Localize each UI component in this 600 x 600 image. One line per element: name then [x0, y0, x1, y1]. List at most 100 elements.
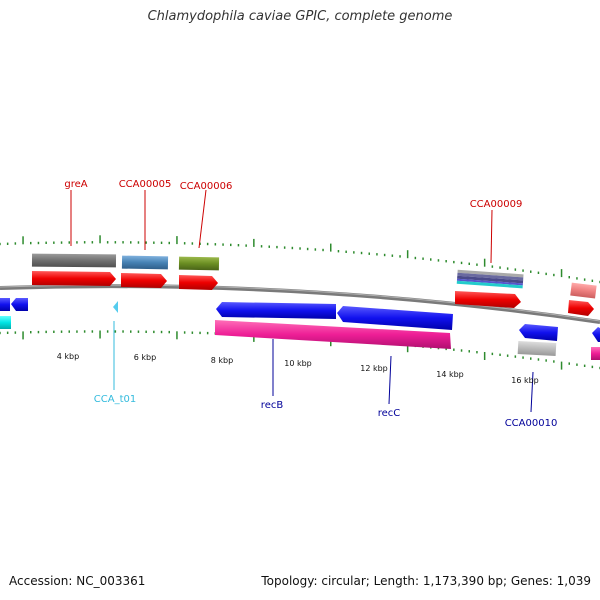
- scale-label-6kbp: 6 kbp: [134, 353, 156, 362]
- tick-major: [99, 235, 101, 244]
- label-recC[interactable]: recC: [378, 408, 401, 419]
- feature-left-blue-arrow-1[interactable]: [0, 298, 10, 311]
- tick-minor: [506, 354, 509, 357]
- tick-major: [406, 344, 409, 353]
- tick-major: [253, 333, 255, 342]
- label-CCA_t01[interactable]: CCA_t01: [94, 394, 136, 405]
- feature-CCA00005-arrow[interactable]: [121, 273, 167, 288]
- tick-minor: [314, 248, 317, 251]
- feature-greA-box[interactable]: [31, 253, 117, 268]
- tick-minor: [130, 241, 132, 244]
- tick-minor: [499, 353, 501, 356]
- tick-minor: [545, 272, 547, 276]
- tick-minor: [491, 265, 494, 268]
- tick-minor: [130, 330, 132, 333]
- feature-recB-arrow[interactable]: [216, 302, 336, 319]
- feature-right-blue-arrow[interactable]: [592, 327, 600, 342]
- label-CCA00009[interactable]: CCA00009: [470, 199, 523, 210]
- tick-minor: [530, 357, 532, 360]
- tick-minor: [476, 263, 478, 266]
- tick-minor: [445, 347, 447, 351]
- tick-minor: [45, 241, 47, 244]
- label-recB[interactable]: recB: [261, 400, 284, 411]
- tick-minor: [460, 261, 463, 265]
- tick-minor: [76, 330, 78, 333]
- tick-minor: [106, 241, 109, 244]
- tick-minor: [183, 331, 186, 334]
- tick-minor: [114, 241, 117, 244]
- tick-minor: [430, 258, 432, 261]
- tick-minor: [437, 259, 440, 262]
- tick-minor: [283, 246, 286, 249]
- tick-minor: [60, 330, 63, 333]
- label-greA[interactable]: greA: [64, 179, 87, 190]
- tick-minor: [530, 270, 532, 273]
- feature-recC-arrow[interactable]: [337, 306, 453, 330]
- tick-minor: [476, 351, 478, 354]
- tick-minor: [506, 267, 509, 270]
- tick-minor: [583, 364, 586, 367]
- feature-CCA00005-box[interactable]: [121, 255, 169, 270]
- label-CCA00010[interactable]: CCA00010: [505, 418, 558, 429]
- tick-minor: [168, 241, 170, 245]
- feature-CCA00010-box[interactable]: [517, 341, 557, 356]
- tick-major: [560, 361, 563, 370]
- tick-minor: [37, 330, 40, 334]
- feature-CCA00009-arrow[interactable]: [455, 291, 521, 308]
- tick-minor: [383, 253, 386, 257]
- tick-minor: [537, 358, 540, 361]
- feature-greA-arrow[interactable]: [32, 271, 116, 286]
- feature-CCA00010-arrow[interactable]: [519, 324, 558, 341]
- label-CCA00006[interactable]: CCA00006: [180, 181, 233, 192]
- tick-row-top: [0, 235, 600, 284]
- tick-minor: [53, 330, 55, 333]
- tick-minor: [68, 330, 70, 333]
- tick-minor: [145, 330, 147, 333]
- tick-minor: [368, 252, 370, 255]
- tick-major: [176, 331, 178, 340]
- tick-minor: [453, 348, 455, 351]
- tick-minor: [6, 331, 9, 334]
- tick-minor: [106, 330, 109, 333]
- tick-major: [22, 331, 24, 340]
- tick-minor: [199, 242, 201, 245]
- tick-minor: [160, 241, 163, 244]
- tick-minor: [91, 330, 94, 333]
- tick-minor: [276, 245, 278, 249]
- tick-minor: [591, 365, 594, 369]
- tick-minor: [514, 268, 517, 271]
- tick-minor: [399, 255, 401, 258]
- feature-right-red-arrow[interactable]: [568, 300, 594, 316]
- feature-pink-bar[interactable]: [215, 320, 451, 349]
- tick-major: [22, 236, 24, 245]
- tick-major: [253, 238, 255, 247]
- tick-minor: [306, 247, 309, 251]
- feature-left-cyan-box[interactable]: [0, 316, 11, 329]
- feature-right-salmon-box[interactable]: [570, 282, 597, 299]
- tick-minor: [422, 257, 424, 260]
- tick-minor: [0, 242, 1, 246]
- genome-backbone: [0, 284, 600, 324]
- tick-minor: [499, 266, 501, 269]
- tick-minor: [576, 363, 578, 366]
- tick-minor: [237, 244, 240, 247]
- tick-minor: [37, 241, 40, 245]
- tick-minor: [376, 253, 378, 256]
- feature-CCA00006-arrow[interactable]: [179, 275, 218, 290]
- tick-minor: [514, 355, 517, 358]
- tick-minor: [222, 243, 224, 246]
- tick-minor: [153, 241, 155, 244]
- tick-major: [560, 269, 563, 278]
- feature-right-pink-box[interactable]: [591, 347, 600, 360]
- feature-left-blue-arrow-2[interactable]: [11, 298, 28, 311]
- feature-CCA00009-stack[interactable]: [456, 269, 524, 289]
- tick-minor: [291, 246, 294, 250]
- tick-minor: [360, 251, 363, 255]
- tick-minor: [522, 356, 524, 359]
- tick-minor: [553, 273, 555, 277]
- label-CCA00005[interactable]: CCA00005: [119, 179, 172, 190]
- scale-label-8kbp: 8 kbp: [211, 356, 233, 365]
- tick-minor: [14, 331, 17, 334]
- feature-CCA_t01-marker[interactable]: [113, 301, 118, 313]
- feature-CCA00006-box[interactable]: [178, 256, 220, 271]
